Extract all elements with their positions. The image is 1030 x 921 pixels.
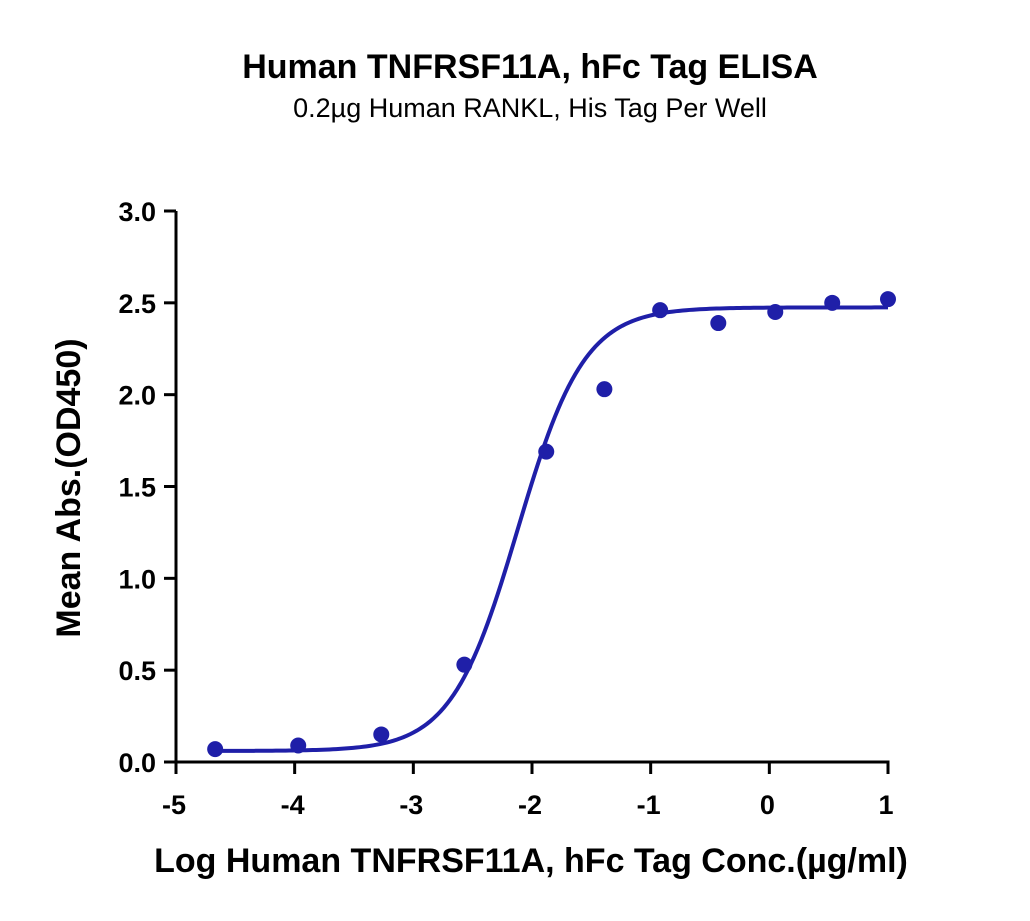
data-point [538, 443, 555, 460]
y-tick-label: 0.5 [118, 656, 156, 686]
x-tick-label: -5 [162, 790, 186, 820]
y-tick-label: 1.0 [118, 564, 156, 594]
fit-curve [215, 305, 888, 753]
data-point [207, 741, 224, 758]
x-tick-label: -3 [399, 790, 423, 820]
data-point [767, 304, 784, 321]
x-axis-label: Log Human TNFRSF11A, hFc Tag Conc.(µg/ml… [154, 842, 908, 880]
y-tick-label: 0.0 [118, 748, 156, 778]
x-tick-label: -2 [518, 790, 542, 820]
plot-area: 0.0 0.5 1.0 1.5 2.0 2.5 3.0 -5 -4 -3 -2 -1 0 1 [118, 197, 896, 820]
x-tick-label: -4 [281, 790, 305, 820]
y-tick-label: 3.0 [118, 197, 156, 227]
x-tick-label: 0 [760, 790, 775, 820]
y-tick-label: 2.0 [118, 381, 156, 411]
data-point [373, 726, 390, 743]
x-tick-label: -1 [637, 790, 661, 820]
data-point [456, 656, 473, 673]
y-axis-label: Mean Abs.(OD450) [50, 338, 88, 637]
data-point [824, 294, 841, 311]
data-point [652, 302, 669, 319]
data-point [290, 737, 307, 754]
x-tick-label: 1 [878, 790, 893, 820]
data-point [710, 315, 727, 332]
y-tick-label: 1.5 [118, 473, 156, 503]
data-point [880, 291, 896, 308]
y-tick-label: 2.5 [118, 289, 156, 319]
data-point [596, 381, 613, 398]
chart-subtitle: 0.2µg Human RANKL, His Tag Per Well [293, 93, 767, 123]
chart-title: Human TNFRSF11A, hFc Tag ELISA [242, 48, 818, 86]
